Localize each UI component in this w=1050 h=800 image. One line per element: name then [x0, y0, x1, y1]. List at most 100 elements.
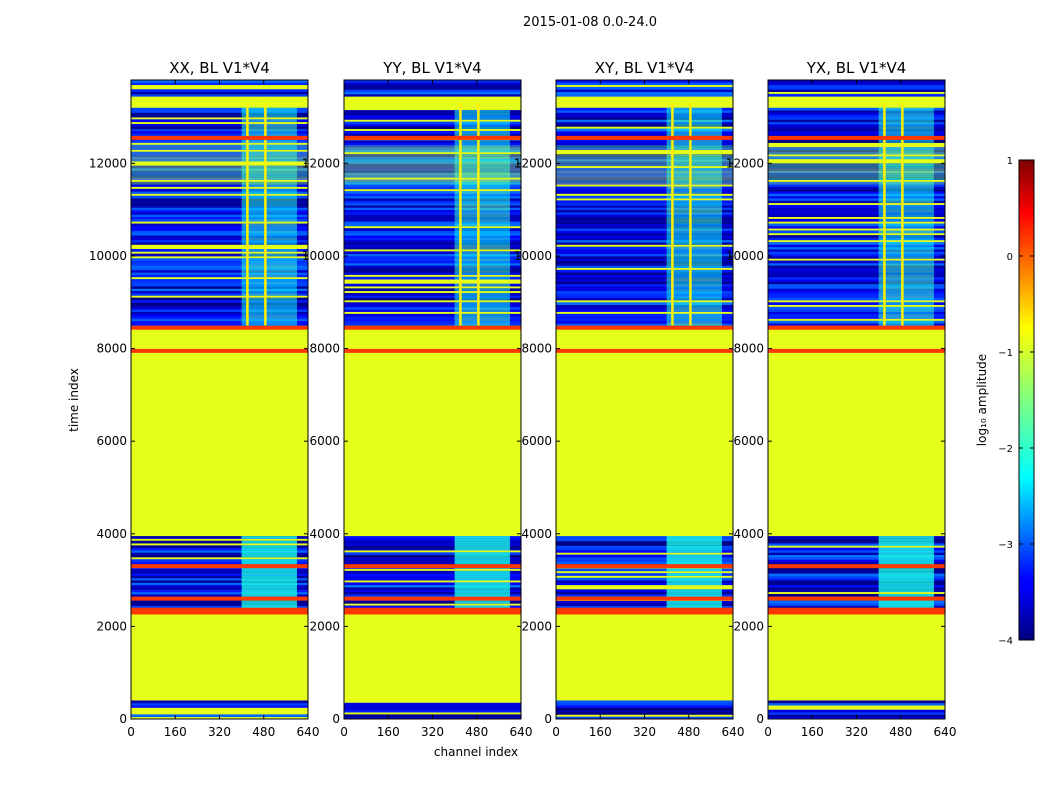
heatmap-band-cell: [878, 536, 934, 539]
heatmap-row: [131, 593, 308, 597]
heatmap-band-cell: [878, 119, 934, 123]
heatmap-band-cell: [666, 536, 722, 539]
heatmap-row: [556, 112, 733, 116]
heatmap-band-cell: [666, 547, 722, 551]
heatmap-band-cell: [454, 223, 510, 227]
heatmap-band-cell: [666, 286, 722, 289]
x-tick-label: 0: [552, 725, 560, 739]
heatmap-band-cell: [241, 170, 297, 174]
panel-title: XY, BL V1*V4: [595, 59, 695, 77]
heatmap-band-cell: [666, 195, 722, 199]
colorbar-tick-label: −4: [998, 636, 1013, 647]
heatmap-band-cell: [878, 172, 934, 176]
heatmap-band-cell: [878, 559, 934, 562]
heatmap-row: [131, 279, 308, 282]
heatmap-row: [131, 323, 308, 326]
heatmap-row: [131, 262, 308, 266]
heatmap-band-cell: [241, 293, 297, 296]
heatmap-rfi-row: [344, 154, 521, 157]
heatmap-band-cell: [241, 218, 297, 222]
heatmap-row: [556, 144, 733, 148]
heatmap-row: [131, 702, 308, 706]
heatmap-row: [344, 193, 521, 197]
heatmap-row: [556, 186, 733, 190]
heatmap-band-cell: [878, 587, 934, 590]
heatmap-row: [768, 286, 945, 289]
heatmap-row: [556, 221, 733, 224]
heatmap-row: [556, 283, 733, 287]
y-tick-label: 12000: [514, 156, 552, 170]
heatmap-row: [768, 570, 945, 574]
heatmap-band-cell: [454, 156, 510, 160]
heatmap-rfi-row: [344, 179, 521, 183]
y-axis-label: time index: [67, 368, 81, 432]
heatmap-row: [768, 600, 945, 604]
heatmap-row: [768, 589, 945, 593]
heatmap-band-cell: [454, 265, 510, 268]
heatmap-row: [344, 313, 521, 317]
heatmap-row: [768, 587, 945, 590]
heatmap-row: [556, 709, 733, 713]
heatmap-row: [556, 91, 733, 95]
heatmap-row: [768, 167, 945, 171]
heatmap-band-cell: [878, 186, 934, 190]
heatmap-row: [131, 128, 308, 132]
heatmap-rfi-row: [768, 170, 945, 174]
heatmap-row: [556, 712, 733, 715]
heatmap-row: [556, 288, 733, 292]
heatmap-row: [344, 154, 521, 157]
heatmap-row: [131, 274, 308, 278]
heatmap-row: [131, 205, 308, 208]
heatmap-band-cell: [666, 114, 722, 118]
heatmap-band-cell: [241, 140, 297, 143]
heatmap-rfi-row: [768, 149, 945, 153]
heatmap-band-cell: [454, 195, 510, 199]
heatmap-band-cell: [454, 536, 510, 539]
heatmap-row: [131, 181, 308, 185]
heatmap-band-cell: [878, 293, 934, 296]
heatmap-row: [344, 262, 521, 266]
heatmap-row: [344, 163, 521, 167]
heatmap-row: [768, 130, 945, 134]
heatmap-band-cell: [666, 297, 722, 301]
heatmap-row: [556, 170, 733, 174]
heatmap-row: [131, 575, 308, 579]
heatmap-band-cell: [666, 272, 722, 275]
heatmap-row: [131, 216, 308, 220]
heatmap-band-cell: [666, 177, 722, 180]
heatmap-band-cell: [241, 540, 297, 544]
heatmap-band-cell: [666, 167, 722, 171]
heatmap-band-cell: [666, 580, 722, 583]
hot-row: [131, 596, 308, 601]
heatmap-row: [344, 318, 521, 322]
colorbar-label: log₁₀ amplitude: [975, 354, 989, 446]
heatmap-row: [344, 89, 521, 92]
heatmap-band-cell: [454, 556, 510, 560]
heatmap-row: [768, 165, 945, 169]
heatmap-band-cell: [878, 184, 934, 187]
heatmap-row: [768, 184, 945, 187]
heatmap-row: [768, 107, 945, 111]
heatmap-band-cell: [241, 167, 297, 171]
heatmap-row: [344, 570, 521, 574]
heatmap-row: [131, 299, 308, 303]
heatmap-row: [344, 216, 521, 220]
heatmap-band-cell: [666, 154, 722, 157]
heatmap-band-cell: [878, 320, 934, 324]
heatmap-row: [556, 188, 733, 192]
heatmap-row: [344, 114, 521, 118]
heatmap-band-cell: [878, 577, 934, 581]
heatmap-band-cell: [241, 195, 297, 199]
heatmap-band-cell: [454, 211, 510, 215]
heatmap-row: [131, 214, 308, 217]
heatmap-row: [344, 232, 521, 236]
heatmap-band-cell: [666, 309, 722, 312]
heatmap-rfi-row: [344, 170, 521, 174]
heatmap-band-cell: [241, 549, 297, 553]
colorbar-tick-label: 1: [1007, 156, 1013, 167]
heatmap-band-cell: [454, 239, 510, 243]
heatmap-band-cell: [666, 186, 722, 190]
heatmap-row: [131, 242, 308, 245]
heatmap-band-cell: [666, 582, 722, 586]
